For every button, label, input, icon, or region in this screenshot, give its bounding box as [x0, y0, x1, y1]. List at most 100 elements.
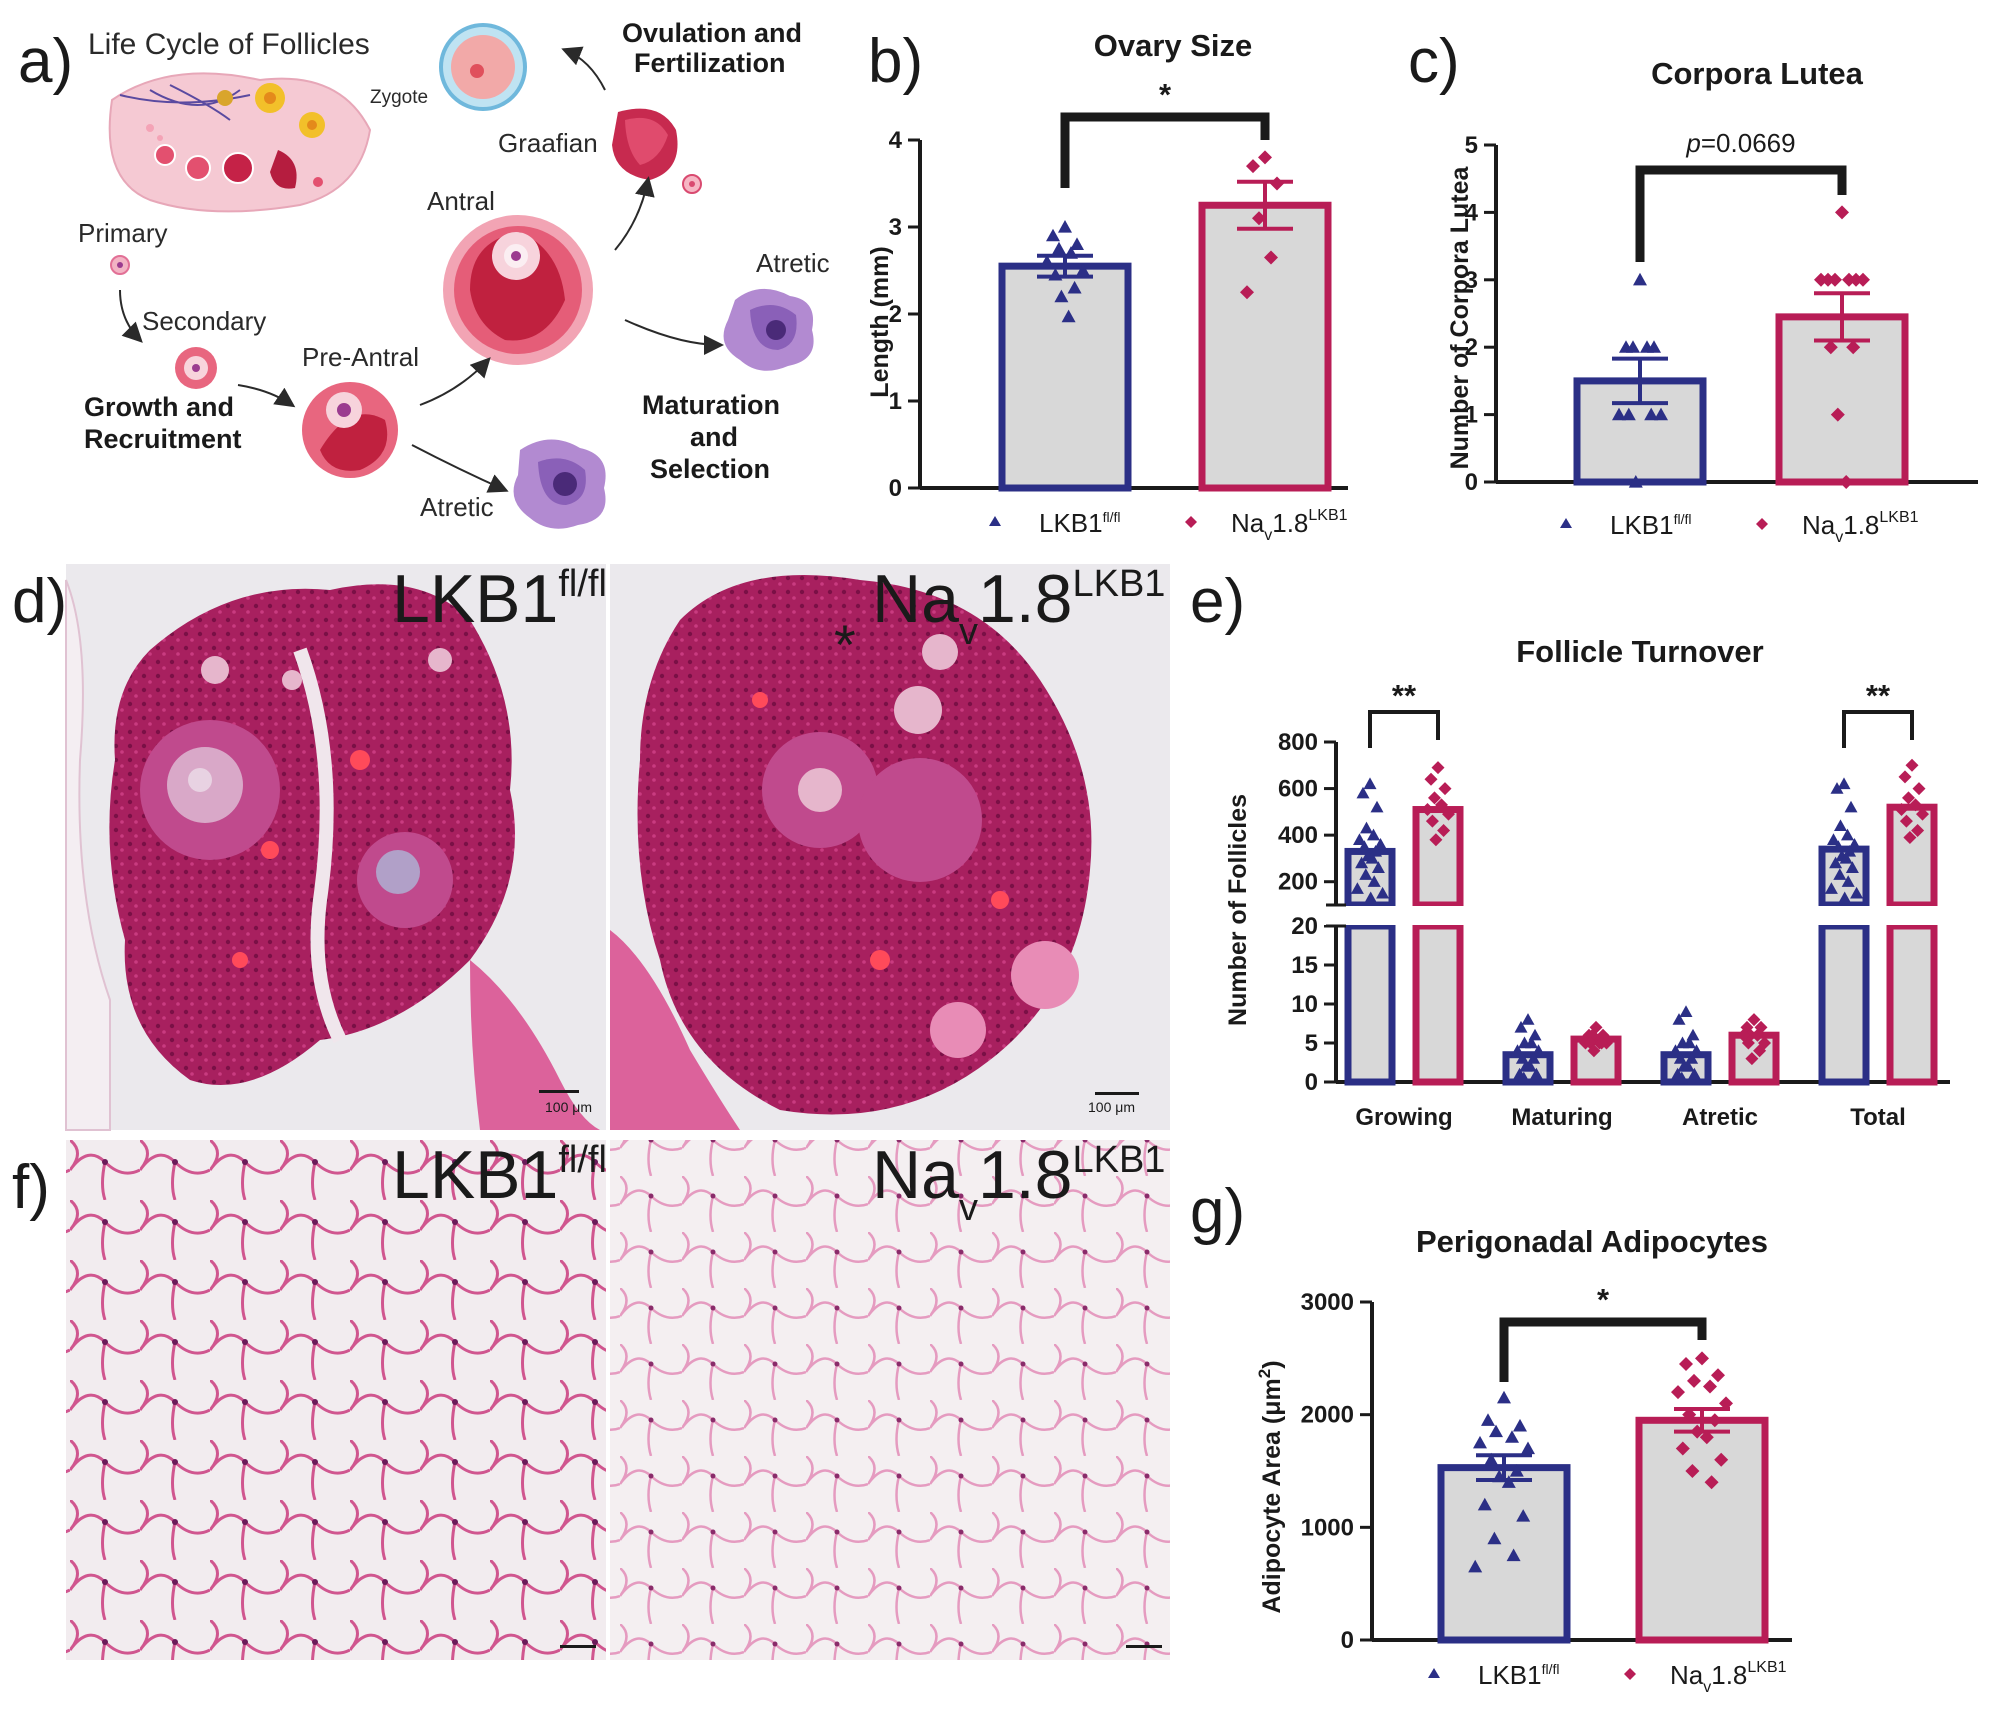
- y-axis-label: Number of Follicles: [1224, 794, 1252, 1026]
- y-tick-label: 2: [1465, 334, 1478, 361]
- data-point: [1509, 1464, 1524, 1477]
- y-tick-label: 5: [1465, 132, 1478, 159]
- data-point: [1363, 777, 1377, 790]
- data-point: [1484, 1452, 1499, 1466]
- y-tick-label: 600: [1278, 776, 1318, 803]
- legend-label-lkb1: LKB1fl/fl: [1610, 510, 1692, 540]
- data-point: [1829, 856, 1843, 869]
- data-point: [1628, 475, 1643, 488]
- x-tick-label: Maturing: [1511, 1104, 1612, 1131]
- y-tick-label: 3000: [1301, 1289, 1354, 1316]
- micrograph-adipose-lkb1: LKB1fl/fl: [66, 1137, 607, 1660]
- significance-bracket: [1060, 112, 1270, 188]
- chart-ovary-size: b) Ovary Size Length (mm) 0 1 2 3 4 * LKB1fl/f…: [866, 27, 1348, 544]
- data-point: [1511, 1044, 1524, 1056]
- data-point: [1719, 1396, 1733, 1411]
- micrograph-ovary-nav: 100 μm * Nav1.8LKB1: [610, 561, 1170, 1130]
- panel-letter-f: f): [12, 1153, 50, 1222]
- data-point: [1070, 237, 1084, 250]
- panel-f-micrographs: f) LKB1fl/fl Nav1.8LKB1: [12, 1137, 1170, 1660]
- significance-bracket: [1635, 165, 1847, 262]
- data-point: [1685, 1464, 1700, 1478]
- y-axis-label: Length (mm): [866, 246, 894, 397]
- y-tick-label: 200: [1278, 869, 1318, 896]
- data-point: [1054, 289, 1069, 303]
- data-point: [1830, 782, 1844, 794]
- data-point: [1844, 800, 1858, 813]
- data-point: [1833, 868, 1847, 880]
- growth-label-line2: Recruitment: [84, 424, 242, 454]
- zygote-label: Zygote: [370, 87, 428, 108]
- data-point: [1058, 220, 1072, 233]
- data-point: [1359, 868, 1373, 880]
- legend-label-lkb1: LKB1fl/fl: [1039, 508, 1121, 538]
- legend-marker-nav: [1624, 1668, 1636, 1680]
- ovulation-label-line1: Ovulation and: [622, 18, 802, 48]
- data-point: [1357, 840, 1371, 852]
- data-point: [1714, 1452, 1729, 1467]
- data-point: [1587, 1044, 1601, 1058]
- scale-bar-label: 100 μm: [545, 1099, 592, 1115]
- legend-marker-lkb1: [1428, 1668, 1440, 1678]
- significance-bracket: [1368, 710, 1440, 748]
- secondary-follicle-icon: [175, 347, 217, 389]
- data-point: [1521, 1441, 1535, 1455]
- antral-label: Antral: [427, 186, 495, 216]
- atretic-cell-icon: [723, 288, 814, 371]
- y-tick-label: 0: [1305, 1069, 1318, 1096]
- legend-label-nav: Nav1.8LKB1: [1670, 1659, 1787, 1696]
- data-point: [1431, 761, 1445, 775]
- panel-letter-b: b): [868, 27, 923, 96]
- y-axis-label: Number of Corpora Lutea: [1446, 166, 1474, 470]
- data-point: [1633, 272, 1647, 286]
- panel-a-schematic: a) Life Cycle of Follicles Zygote Ovulat…: [18, 18, 830, 529]
- data-point: [1356, 786, 1370, 799]
- data-point: [1679, 1005, 1693, 1017]
- data-point: [1831, 840, 1845, 852]
- data-point: [1640, 340, 1654, 353]
- y-tick-label: 4: [1465, 199, 1479, 226]
- legend-marker-nav: [1756, 518, 1768, 530]
- y-tick-label: 0: [1465, 469, 1478, 496]
- data-point: [1367, 875, 1381, 887]
- data-point: [1046, 228, 1060, 242]
- data-point: [1687, 1373, 1701, 1388]
- data-point: [1751, 1028, 1764, 1042]
- data-point: [1898, 770, 1912, 784]
- data-point: [1052, 241, 1066, 255]
- bar: [1437, 1464, 1571, 1644]
- growth-label-line1: Growth and: [84, 392, 234, 422]
- data-point: [1064, 246, 1078, 259]
- preantral-label: Pre-Antral: [302, 342, 419, 372]
- data-point: [1425, 814, 1439, 828]
- data-point: [1424, 772, 1438, 786]
- data-point: [1704, 1475, 1719, 1490]
- chart-follicle-turnover: e) Follicle Turnover Number of Follicles…: [1190, 567, 1958, 1131]
- chart-title: Perigonadal Adipocytes: [1416, 1224, 1768, 1259]
- data-point: [1040, 254, 1054, 268]
- data-point: [1353, 833, 1366, 845]
- zygote-icon: [439, 23, 527, 111]
- data-point: [1374, 837, 1387, 850]
- genotype-label-nav: Nav1.8LKB1: [872, 561, 1165, 653]
- bar-upper-segment: [1412, 806, 1464, 909]
- data-point: [1489, 1424, 1503, 1438]
- y-tick-label: 20: [1291, 913, 1318, 940]
- data-point: [1683, 1036, 1696, 1049]
- data-point: [1834, 819, 1847, 832]
- x-tick-label: Growing: [1355, 1104, 1452, 1131]
- data-point: [1850, 886, 1864, 899]
- data-point: [1437, 823, 1451, 837]
- data-point: [1355, 856, 1369, 869]
- data-point: [1841, 875, 1855, 887]
- panel-letter-a: a): [18, 27, 73, 96]
- data-point: [1839, 851, 1853, 864]
- atretic-label-top: Atretic: [756, 248, 830, 278]
- chart-title: Corpora Lutea: [1651, 56, 1864, 91]
- data-point: [1644, 407, 1659, 421]
- bar: [998, 262, 1132, 492]
- data-point: [1442, 807, 1455, 821]
- significance-label: *: [1597, 1282, 1610, 1317]
- data-point: [1654, 407, 1668, 421]
- legend-marker-lkb1: [1560, 518, 1572, 528]
